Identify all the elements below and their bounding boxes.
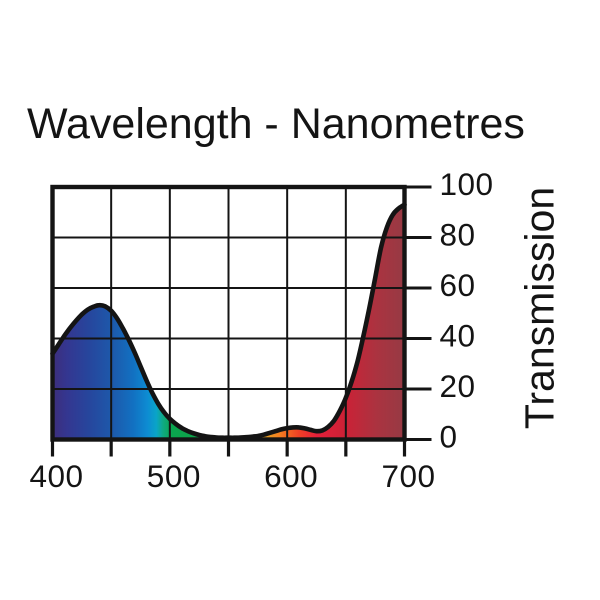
y-tick-label: 100 bbox=[440, 166, 494, 202]
plot-frame bbox=[50, 184, 407, 442]
chart-title: Wavelength - Nanometres bbox=[27, 100, 525, 148]
y-tick-label: 0 bbox=[440, 419, 458, 455]
x-tick-label: 600 bbox=[264, 458, 318, 494]
x-tick-marks bbox=[50, 440, 407, 457]
y-tick-marks bbox=[405, 185, 432, 441]
grid-lines bbox=[52, 187, 405, 440]
y-tick-label: 40 bbox=[440, 318, 476, 354]
x-tick-label: 500 bbox=[147, 458, 201, 494]
y-tick-label: 60 bbox=[440, 267, 476, 303]
x-tick-label: 700 bbox=[381, 458, 435, 494]
y-tick-label: 80 bbox=[440, 217, 476, 253]
y-tick-label: 20 bbox=[440, 368, 476, 404]
transmission-area-fill bbox=[52, 204, 405, 440]
y-axis-title: Transmission bbox=[516, 186, 563, 430]
x-tick-label: 400 bbox=[29, 458, 83, 494]
